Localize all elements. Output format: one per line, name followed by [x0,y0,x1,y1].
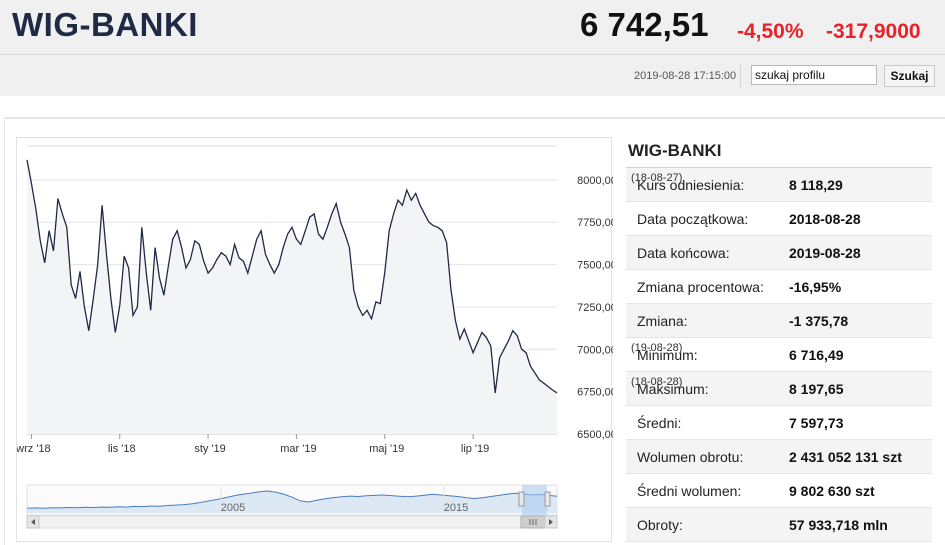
stat-label: Średni wolumen: [637,483,742,499]
navigator-handle-left[interactable] [518,491,525,507]
x-tick-label: sty '19 [194,443,225,455]
stats-row: Kurs odniesienia: 8 118,29 (18-08-27) [626,168,932,202]
stats-row: Wolumen obrotu: 2 431 052 131 szt [626,440,932,474]
stat-value: 7 597,73 [789,415,844,431]
stats-row: Zmiana: -1 375,78 [626,304,932,338]
index-title: WIG-BANKI [12,6,198,43]
search-input[interactable] [751,65,877,85]
stat-label: Zmiana procentowa: [637,279,764,295]
navigator-handle-right[interactable] [544,491,551,507]
stat-label: Minimum: [637,347,698,363]
x-tick-label: lip '19 [461,443,489,455]
last-value: 6 742,51 [580,6,709,43]
x-tick-label: maj '19 [369,443,404,455]
stat-value: 8 118,29 [789,177,843,193]
price-area [27,159,557,434]
stat-value: 2019-08-28 [789,245,861,261]
stats-title: WIG-BANKI [628,141,722,160]
scrollbar-track[interactable] [26,515,558,529]
y-tick-label: 7250,00 [577,302,613,314]
stats-row: Data końcowa: 2019-08-28 [626,236,932,270]
grip-icon [529,519,537,525]
y-tick-label: 7500,00 [577,260,613,272]
stat-value: 2 431 052 131 szt [789,449,902,465]
chevron-left-icon [31,519,35,525]
stats-row: Data początkowa: 2018-08-28 [626,202,932,236]
y-tick-label: 6750,00 [577,387,613,399]
stats-row: Średni: 7 597,73 [626,406,932,440]
navigator-area [27,491,557,513]
stats-row: Minimum: 6 716,49 (19-08-28) [626,338,932,372]
stat-label: Wolumen obrotu: [637,449,744,465]
stat-date-note: (19-08-28) [631,342,683,354]
toolbar-divider [740,63,741,89]
x-tick-label: lis '18 [108,443,136,455]
timestamp: 2019-08-28 17:15:00 [634,70,737,82]
navigator-selection[interactable] [522,485,547,515]
header-bar: WIG-BANKI 6 742,51 -4,50% -317,9000 2019… [0,0,945,96]
price-chart: 8000,00 7750,00 7500,00 7250,00 7000,00 6750,… [17,145,613,529]
change-absolute: -317,9000 [826,20,921,43]
y-axis: 8000,00 7750,00 7500,00 7250,00 7000,00 6750,… [577,175,613,441]
x-axis: wrz '18 lis '18 sty '19 mar '19 maj '19 lip '… [17,434,489,455]
stat-label: Maksimum: [637,381,709,397]
y-tick-label: 7000,00 [577,344,613,356]
stat-label: Data początkowa: [637,211,749,227]
navigator-tick-label: 2005 [221,502,245,514]
scrollbar[interactable] [26,515,558,529]
stats-row: Średni wolumen: 9 802 630 szt [626,474,932,508]
stat-value: 6 716,49 [789,347,844,363]
navigator-line [26,490,558,509]
stat-label: Kurs odniesienia: [637,177,745,193]
chart-container: 8000,00 7750,00 7500,00 7250,00 7000,00 6750,… [16,137,613,542]
stats-title-underline [626,167,932,168]
x-tick-label: wrz '18 [17,443,51,455]
y-tick-label: 8000,00 [577,175,613,187]
stat-label: Zmiana: [637,313,688,329]
stats-row: Obroty: 57 933,718 mln [626,508,932,542]
stat-value: 9 802 630 szt [789,483,875,499]
stat-value: 57 933,718 mln [789,517,888,533]
stats-row: Zmiana procentowa: -16,95% [626,270,932,304]
chevron-right-icon [549,519,553,525]
x-tick-label: mar '19 [280,443,316,455]
stat-label: Obroty: [637,517,683,533]
stat-value: 2018-08-28 [789,211,861,227]
price-line [26,159,558,394]
search-button[interactable]: Szukaj [884,65,935,87]
stats-table: Kurs odniesienia: 8 118,29 (18-08-27) Data … [626,168,932,542]
stats-row: Maksimum: 8 197,65 (18-08-28) [626,372,932,406]
stat-date-note: (18-08-28) [631,376,683,388]
y-tick-label: 6500,00 [577,429,613,441]
y-tick-label: 7750,00 [577,217,613,229]
navigator[interactable]: 2005 2015 [26,484,558,516]
header-divider [0,54,945,55]
stat-label: Średni: [637,415,682,431]
stat-value: 8 197,65 [789,381,844,397]
navigator-tick-label: 2015 [444,502,468,514]
change-percent: -4,50% [737,20,804,43]
content-panel [4,117,945,545]
stat-value: -1 375,78 [789,313,849,329]
stat-value: -16,95% [789,279,842,295]
navigator-x-axis: 2005 2015 [220,487,468,514]
stat-label: Data końcowa: [637,245,730,261]
stat-date-note: (18-08-27) [631,172,683,184]
